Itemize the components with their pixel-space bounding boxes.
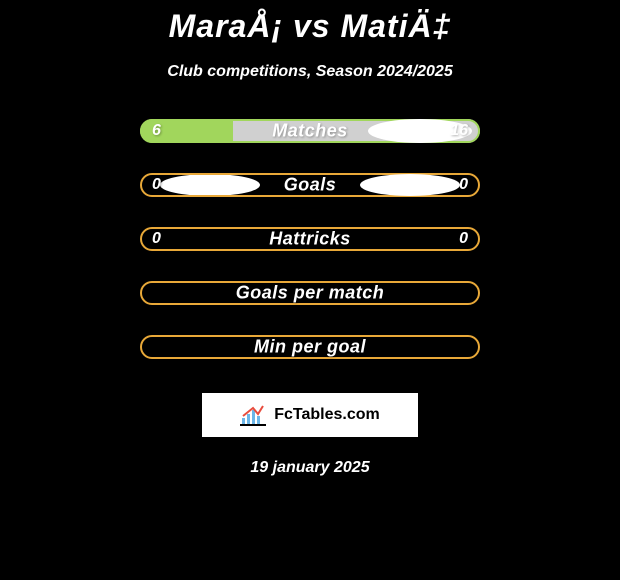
bar-label: Goals [140, 175, 480, 196]
subtitle: Club competitions, Season 2024/2025 [167, 63, 452, 81]
stat-bar: 0Hattricks0 [140, 227, 480, 251]
stat-bar: Min per goal [140, 335, 480, 359]
stat-bar: Goals per match [140, 281, 480, 305]
stat-row: Min per goal [140, 335, 480, 359]
stat-row: 0Hattricks0 [140, 227, 480, 251]
bar-value-right: 16 [450, 122, 468, 140]
stat-row: 6Matches16 [140, 119, 480, 143]
stat-row: Goals per match [140, 281, 480, 305]
stat-row: 0Goals0 [140, 173, 480, 197]
chart-icon [240, 404, 266, 426]
bar-value-right: 0 [459, 176, 468, 194]
bar-label: Hattricks [140, 229, 480, 250]
logo-text: FcTables.com [274, 406, 380, 424]
stat-bar: 6Matches16 [140, 119, 480, 143]
date-text: 19 january 2025 [250, 459, 369, 477]
page-title: MaraÅ¡ vs MatiÄ‡ [169, 8, 452, 45]
bars-container: 6Matches160Goals00Hattricks0Goals per ma… [140, 119, 480, 389]
bar-value-right: 0 [459, 230, 468, 248]
bar-label: Matches [140, 121, 480, 142]
bar-label: Min per goal [140, 337, 480, 358]
bar-label: Goals per match [140, 283, 480, 304]
logo-box[interactable]: FcTables.com [202, 393, 418, 437]
stat-bar: 0Goals0 [140, 173, 480, 197]
